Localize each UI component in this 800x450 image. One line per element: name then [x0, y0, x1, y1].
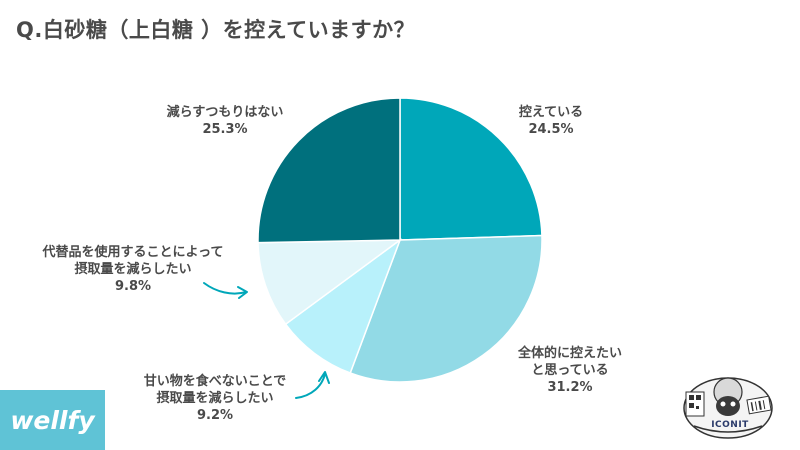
- slice-label-line: 全体的に控えたい: [517, 346, 622, 361]
- slice-label-avoid-sweets: 甘い物を食べないことで 摂取量を減らしたい 9.2%: [120, 373, 310, 424]
- slice-percent-label: 24.5%: [528, 122, 574, 137]
- callout-arrow-substitute: [203, 282, 247, 295]
- slice-no-intention: [257, 97, 401, 244]
- slice-label-line: 代替品を使用することによって: [42, 245, 224, 260]
- chart-title: Q.白砂糖（上白糖 ）を控えていますか？: [16, 18, 416, 42]
- wellfy-logo: wellfy: [0, 390, 105, 450]
- callout-arrow-head-substitute: [237, 286, 248, 299]
- slice-label-no-intention: 減らすつもりはない 25.3%: [140, 104, 310, 138]
- slice-label-line: 摂取量を減らしたい: [156, 391, 274, 406]
- slice-substitute: [257, 239, 403, 326]
- callout-arrow-sweets: [295, 373, 326, 399]
- slice-percent-label: 9.8%: [114, 279, 152, 294]
- slice-label-line: 控えている: [518, 105, 584, 120]
- slice-percent-label: 25.3%: [202, 122, 248, 137]
- slice-label-line: 減らすつもりはない: [166, 105, 284, 120]
- slice-label-want-to-reduce: 全体的に控えたい と思っている 31.2%: [490, 345, 650, 396]
- slice-label-line: 摂取量を減らしたい: [74, 262, 192, 277]
- slice-label-line: 甘い物を食べないことで: [143, 374, 287, 389]
- iconit-badge-icon: [683, 377, 773, 439]
- slice-label-reducing: 控えている 24.5%: [496, 104, 606, 138]
- iconit-badge-label: ICONIT: [711, 420, 749, 430]
- slice-reducing: [399, 97, 543, 241]
- slice-want-to-reduce: [349, 234, 543, 383]
- slice-avoid-sweets: [284, 237, 402, 374]
- slice-label-substitute: 代替品を使用することによって 摂取量を減らしたい 9.8%: [8, 244, 258, 295]
- callout-arrow-head-sweets: [318, 371, 330, 384]
- slice-label-line: と思っている: [531, 363, 609, 378]
- slice-percent-label: 9.2%: [196, 408, 234, 423]
- slice-percent-label: 31.2%: [547, 380, 593, 395]
